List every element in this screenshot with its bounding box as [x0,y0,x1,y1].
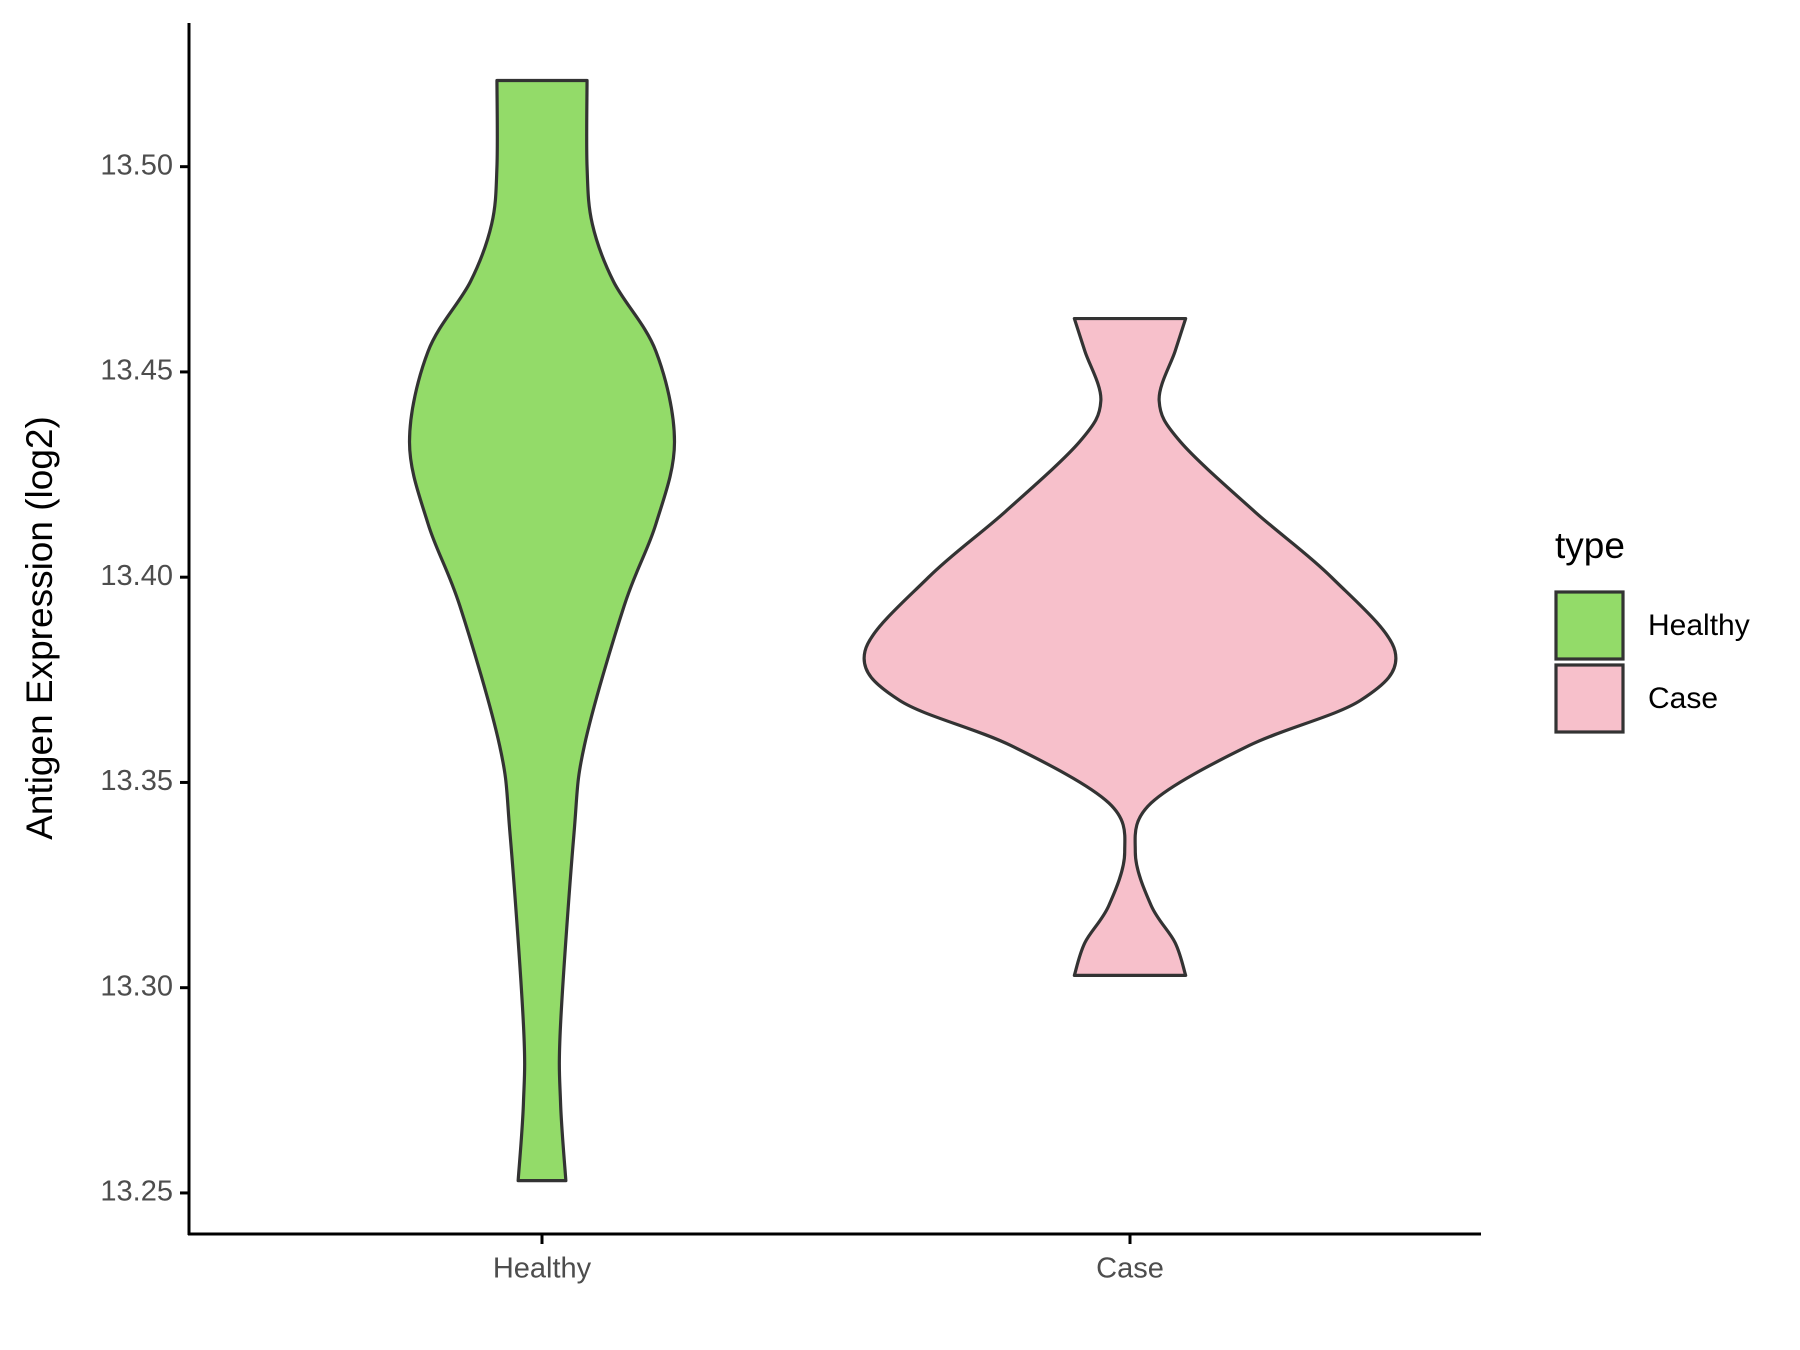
legend-title: type [1555,525,1625,566]
legend-label: Case [1648,682,1718,715]
y-tick-label: 13.50 [100,149,173,181]
legend-key [1554,590,1625,661]
legend-label: Healthy [1648,609,1750,642]
legend-key [1554,663,1625,734]
violin [407,78,677,1183]
y-tick-label: 13.40 [100,560,173,592]
x-tick-label: Case [1096,1253,1164,1285]
y-tick-label: 13.45 [100,355,173,387]
violin [862,316,1398,977]
y-tick-label: 13.35 [100,765,173,797]
y-tick-label: 13.30 [100,970,173,1002]
x-tick-label: Healthy [493,1253,592,1285]
y-tick-label: 13.25 [100,1176,173,1208]
y-axis-title: Antigen Expression (log2) [19,416,60,840]
